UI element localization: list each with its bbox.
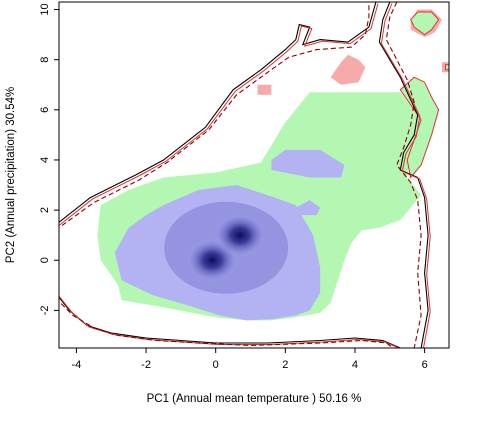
y-tick-label: 2 (39, 207, 51, 213)
envelope-red-1 (380, 3, 431, 348)
density-patch (271, 149, 345, 178)
y-tick-label: 10 (39, 3, 51, 15)
envelope-dashed-1 (385, 2, 422, 348)
unique-region-patch-1 (257, 84, 272, 95)
y-tick-label: 0 (39, 257, 51, 263)
envelope-dashed-2 (59, 300, 394, 348)
y-tick-label: 8 (39, 57, 51, 63)
envelope-red-2 (59, 295, 401, 348)
x-tick-label: 0 (213, 359, 219, 371)
y-tick-label: 4 (39, 157, 51, 163)
y-tick-label: -2 (39, 306, 51, 316)
y-tick-label: 6 (39, 107, 51, 113)
envelope-dashed-0 (59, 2, 370, 229)
envelope-red-0 (59, 3, 379, 227)
overlap-patch-2 (399, 76, 440, 179)
density-dot (295, 200, 321, 216)
envelope-solid-1 (378, 2, 429, 348)
x-tick-label: -4 (72, 359, 82, 371)
y-axis: -2 0 2 4 6 8 10 (39, 3, 59, 315)
x-tick-label: 2 (282, 359, 288, 371)
y-axis-title: PC2 (Annual precipitation) 30.54% (5, 87, 17, 263)
plot-frame (58, 1, 450, 349)
unique-region-patch-0 (330, 54, 366, 85)
x-tick-label: 4 (352, 359, 358, 371)
x-tick-label: -2 (141, 359, 151, 371)
envelope-solid-0 (59, 2, 377, 224)
overlap-patch-1 (445, 64, 449, 71)
overlap-patch-0 (410, 11, 440, 36)
x-axis: -4 -2 0 2 4 6 (72, 348, 428, 371)
x-axis-title: PC1 (Annual mean temperature ) 50.16 % (147, 393, 362, 405)
density-peak-1 (214, 213, 267, 258)
x-tick-label: 6 (422, 359, 428, 371)
plot-area (59, 2, 449, 348)
